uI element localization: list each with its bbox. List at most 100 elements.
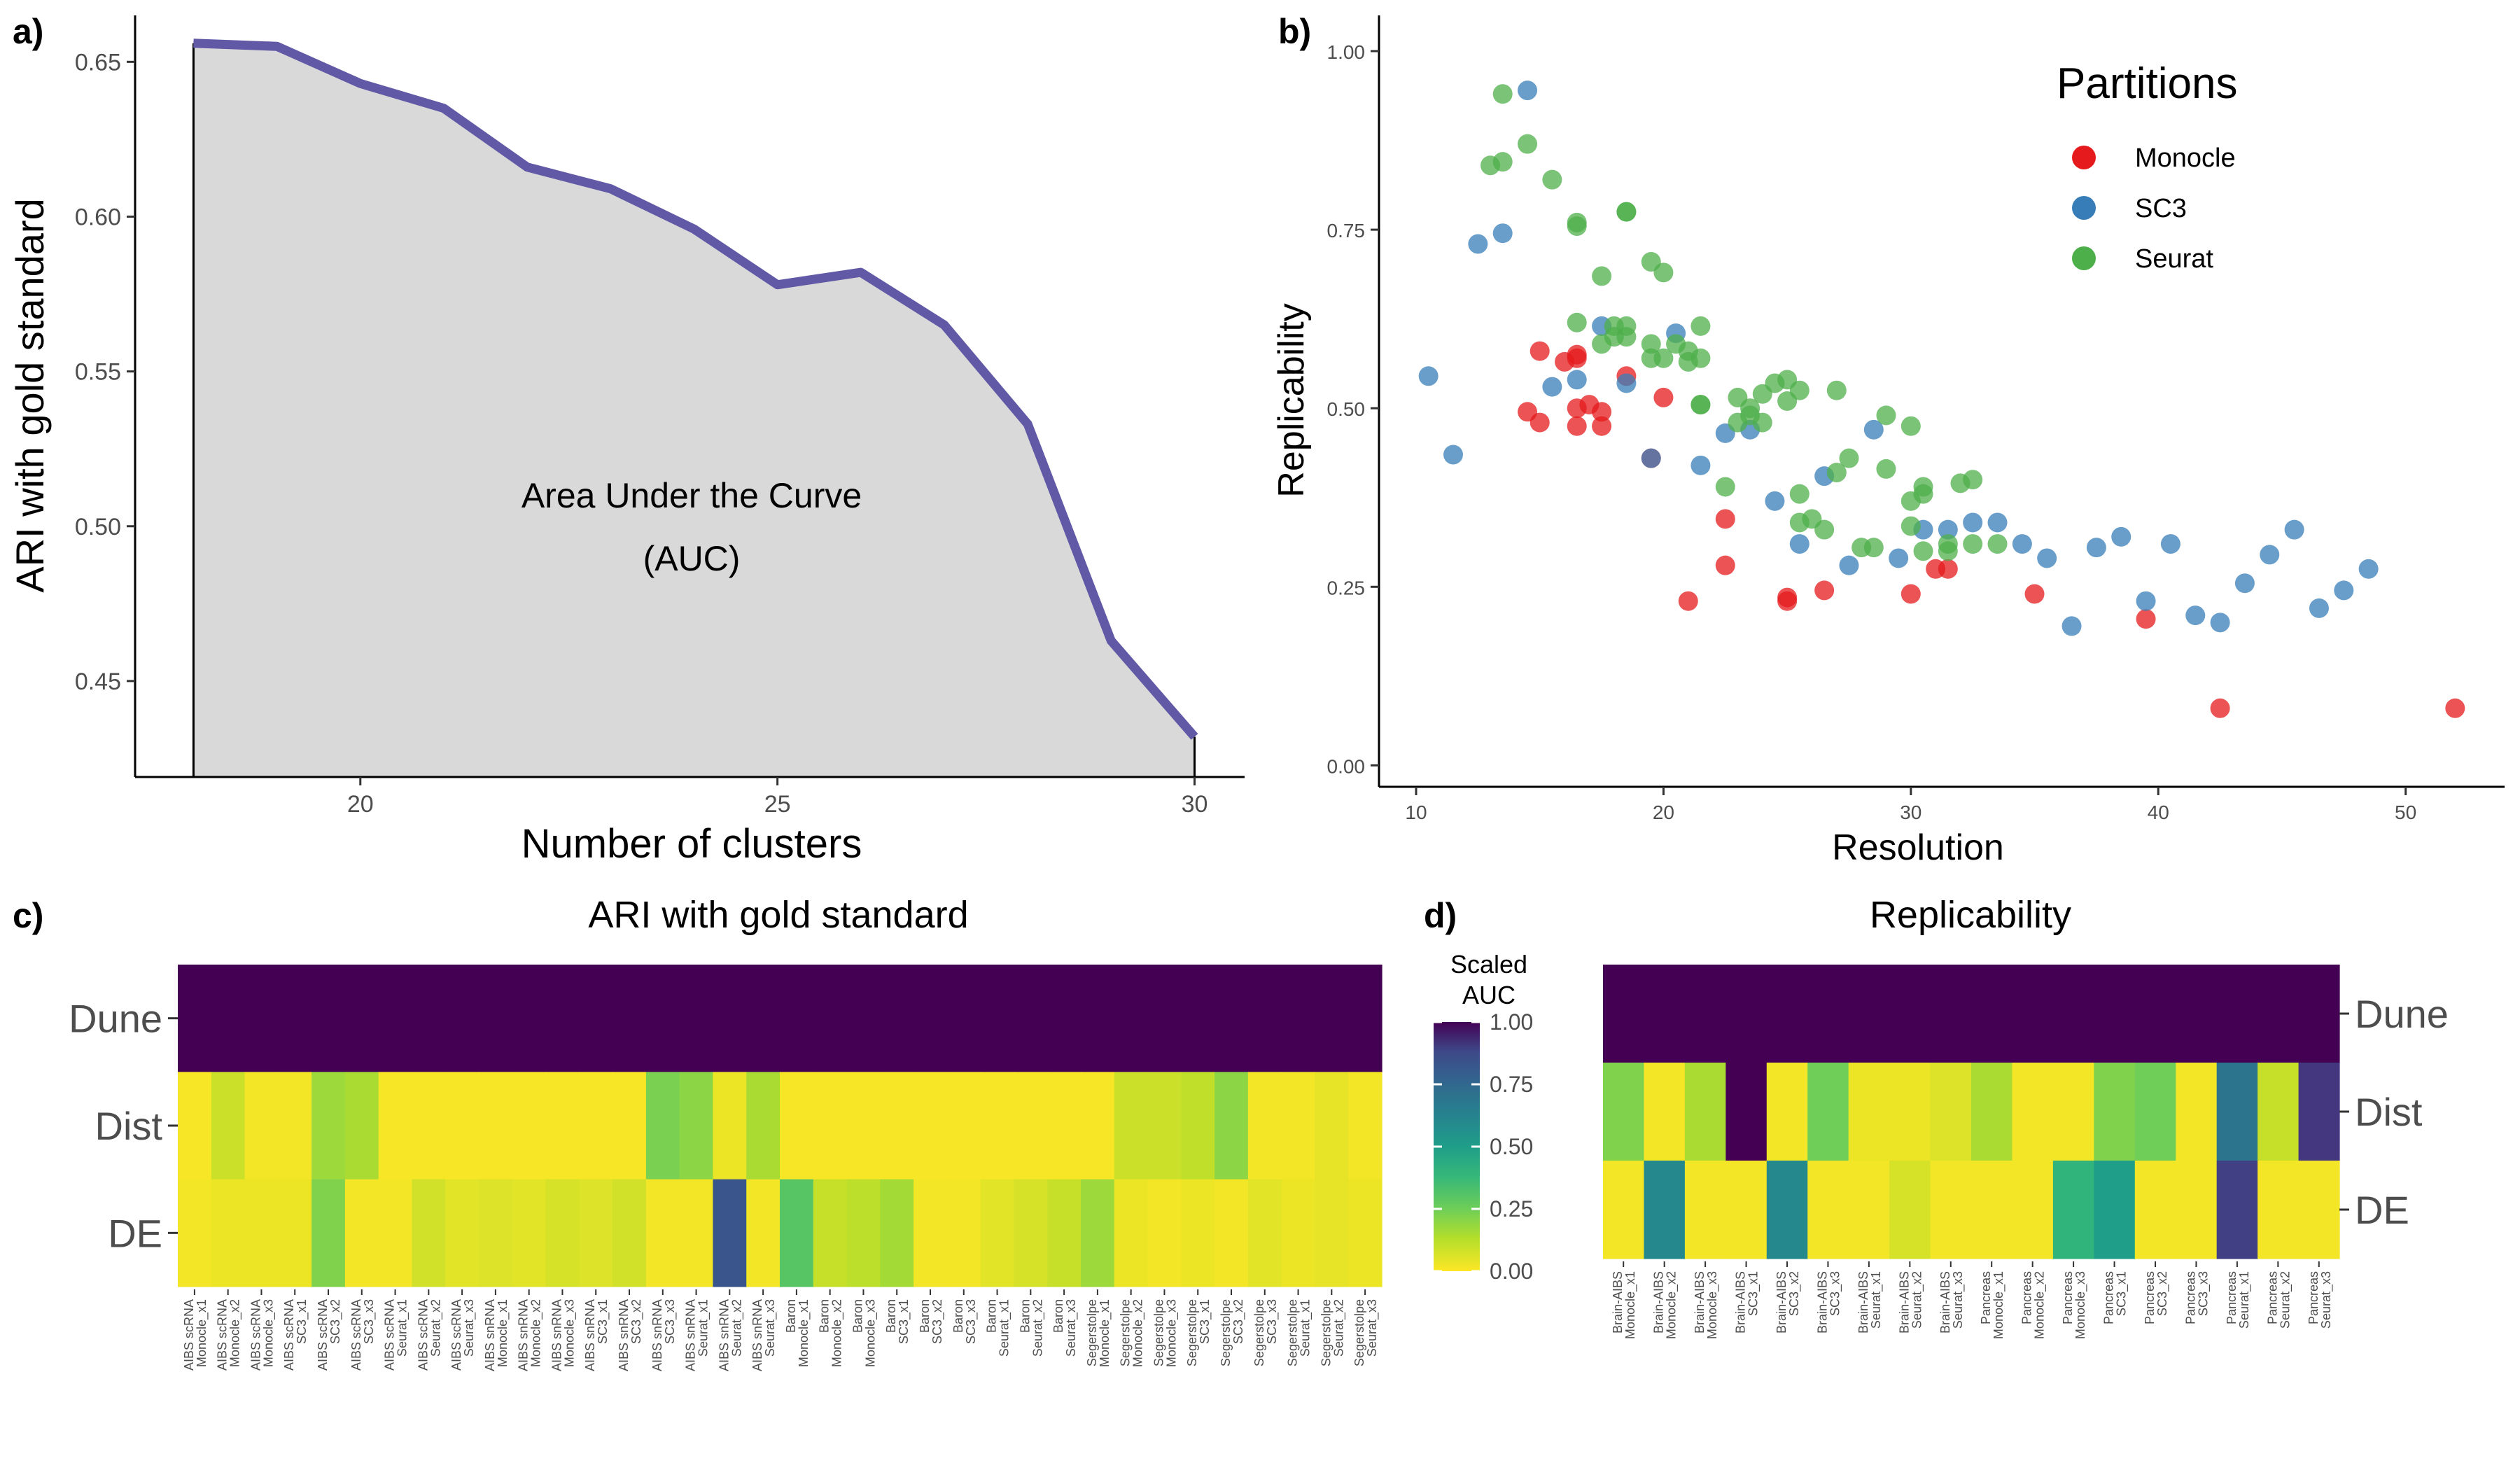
data-point <box>1616 373 1637 393</box>
column-label-line1: AIBS snRNA <box>617 1299 631 1371</box>
data-point <box>1542 169 1562 190</box>
data-point <box>1987 534 2008 554</box>
column-label-line1: Pancreas <box>2183 1271 2197 1324</box>
column-label-line2: Seurat_x3 <box>1064 1299 1079 1357</box>
data-point <box>2445 698 2465 718</box>
data-point <box>1567 312 1587 332</box>
column-label-line1: Segerstolpe <box>1352 1299 1366 1366</box>
heat-cell <box>1930 1063 1972 1161</box>
heat-cell <box>178 965 212 1072</box>
heat-cell <box>1726 1063 1768 1161</box>
y-tick-label: 1.00 <box>1327 41 1366 63</box>
heat-cell <box>1603 1161 1645 1259</box>
data-point <box>1814 580 1835 601</box>
data-point <box>1900 416 1921 436</box>
heat-cell <box>813 965 848 1072</box>
heat-cell <box>579 1072 613 1180</box>
auc-area <box>193 43 1195 777</box>
data-point <box>1592 266 1612 286</box>
axes <box>1371 15 2505 795</box>
column-label-line2: Monocle_x1 <box>1623 1271 1638 1339</box>
data-point <box>1592 402 1612 422</box>
column-label-line1: Baron <box>918 1299 932 1333</box>
row-label: Dist <box>2355 1090 2423 1134</box>
data-point <box>1715 555 1735 575</box>
column-label-line1: Brain-AIBS <box>1693 1271 1707 1334</box>
x-tick-label: 40 <box>2148 802 2169 823</box>
heat-cell <box>2012 1063 2054 1161</box>
heat-cell <box>746 965 780 1072</box>
y-tick-label: 0.25 <box>1327 577 1366 598</box>
legend-label-seurat: Seurat <box>2135 244 2213 274</box>
data-point <box>1592 416 1612 436</box>
column-label-line1: AIBS snRNA <box>550 1299 564 1371</box>
row-labels: Dune Dist DE <box>2339 992 2449 1232</box>
data-point <box>2160 534 2180 554</box>
column-label-line2: SC3_x3 <box>2196 1271 2211 1316</box>
heat-cell <box>2012 1161 2054 1259</box>
heat-cell <box>479 1179 513 1287</box>
heat-cell <box>1081 1179 1115 1287</box>
heat-cell <box>178 1179 212 1287</box>
heat-cell <box>344 965 379 1072</box>
column-label-line2: Monocle_x3 <box>562 1299 577 1367</box>
data-point <box>1418 366 1438 386</box>
axes <box>127 15 1245 785</box>
heat-cell <box>2176 1063 2218 1161</box>
heatmap-cells <box>178 965 1382 1287</box>
y-axis-title: Replicability <box>1271 303 1312 497</box>
heat-cell <box>679 1072 714 1180</box>
heat-cell <box>980 1179 1015 1287</box>
heat-cell <box>1889 1063 1931 1161</box>
data-point <box>1518 134 1538 154</box>
heat-cell <box>211 965 246 1072</box>
data-point <box>1777 591 1798 611</box>
column-label-line2: Monocle_x2 <box>1131 1299 1146 1367</box>
heat-cell <box>1930 1161 1972 1259</box>
legend-label-sc3: SC3 <box>2135 194 2187 223</box>
heat-cell <box>980 1072 1015 1180</box>
heat-cell <box>579 965 613 1072</box>
heat-cell <box>846 1179 881 1287</box>
y-tick-label: 0.50 <box>75 514 121 540</box>
heat-cell <box>1348 1179 1382 1287</box>
heat-cell <box>980 965 1015 1072</box>
column-label-line1: AIBS scRNA <box>383 1299 397 1371</box>
y-tick-label: 0.65 <box>75 49 121 76</box>
column-label-line2: Monocle_x2 <box>529 1299 544 1367</box>
column-label-line2: Seurat_x3 <box>1951 1271 1966 1329</box>
heat-cell <box>1603 1063 1645 1161</box>
column-label-line2: SC3_x3 <box>1265 1299 1280 1344</box>
x-tick-label: 20 <box>347 791 374 818</box>
data-point <box>1690 348 1711 368</box>
column-label-line2: Monocle_x1 <box>496 1299 510 1367</box>
heat-cell <box>880 1072 914 1180</box>
heat-cell <box>1247 1072 1282 1180</box>
column-label-line2: Seurat_x1 <box>1869 1271 1884 1329</box>
heat-cell <box>2134 965 2176 1063</box>
column-label-line2: Monocle_x3 <box>2073 1271 2088 1339</box>
heat-cell <box>946 1179 981 1287</box>
heat-cell <box>645 965 680 1072</box>
data-point <box>1839 448 1859 468</box>
x-tick-label: 20 <box>1653 802 1674 823</box>
column-label-line1: AIBS snRNA <box>684 1299 698 1371</box>
heat-cell <box>1930 965 1972 1063</box>
heat-cell <box>1848 1161 1890 1259</box>
data-point <box>2185 606 2206 626</box>
column-label-line2: Monocle_x2 <box>228 1299 243 1367</box>
column-label-line1: AIBS scRNA <box>216 1299 230 1371</box>
colorbar-tick-label: 0.25 <box>1490 1196 1533 1222</box>
area-fill <box>192 38 1198 777</box>
y-axis-title: ARI with gold standard <box>8 198 52 592</box>
column-label-line2: Seurat_x3 <box>462 1299 477 1357</box>
